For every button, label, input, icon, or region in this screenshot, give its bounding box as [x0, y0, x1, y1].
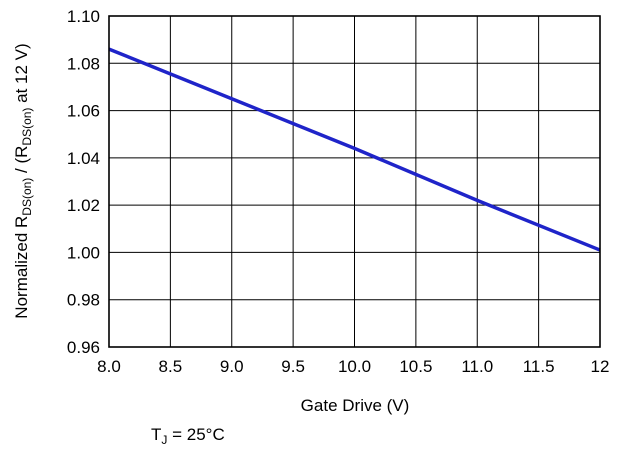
x-tick-label: 11.5	[523, 357, 555, 376]
x-axis-title: Gate Drive (V)	[301, 396, 410, 415]
x-tick-labels: 8.0 8.5 9.0 9.5 10.0 10.5 11.0 11.5 12	[97, 357, 609, 376]
y-tick-label: 0.98	[67, 291, 100, 310]
x-tick-label: 10.5	[399, 357, 432, 376]
y-axis-title: Normalized RDS(on) / (RDS(on) at 12 V)	[12, 43, 34, 318]
y-axis-title-prefix: Normalized R	[12, 216, 31, 319]
y-axis-title-sub2: DS(on)	[20, 108, 34, 146]
x-tick-label: 9.5	[281, 357, 305, 376]
y-tick-label: 1.02	[67, 196, 100, 215]
y-axis-title-sub1: DS(on)	[20, 178, 34, 216]
x-tick-label: 8.5	[159, 357, 183, 376]
y-tick-label: 1.06	[67, 102, 100, 121]
x-tick-label: 12	[591, 357, 610, 376]
junction-temperature-annotation: TJ = 25°C	[151, 425, 225, 447]
annotation-sub: J	[161, 433, 167, 447]
y-tick-labels: 0.96 0.98 1.00 1.02 1.04 1.06 1.08 1.10	[67, 7, 100, 357]
x-tick-label: 10.0	[338, 357, 371, 376]
annotation-rest: = 25°C	[167, 425, 224, 444]
y-axis-title-mid: / (R	[12, 146, 31, 178]
y-axis-title-suffix: at 12 V)	[12, 43, 31, 107]
series-line	[108, 47, 601, 252]
y-tick-label: 0.96	[67, 338, 100, 357]
x-tick-label: 11.0	[461, 357, 493, 376]
plot-frame	[108, 15, 601, 348]
y-tick-label: 1.08	[67, 54, 100, 73]
x-tick-label: 9.0	[220, 357, 244, 376]
series-layer	[108, 47, 601, 252]
annotation-main: T	[151, 425, 161, 444]
grid	[109, 16, 600, 347]
y-tick-label: 1.10	[67, 7, 100, 26]
y-tick-label: 1.04	[67, 149, 100, 168]
y-tick-label: 1.00	[67, 243, 100, 262]
x-tick-label: 8.0	[97, 357, 121, 376]
